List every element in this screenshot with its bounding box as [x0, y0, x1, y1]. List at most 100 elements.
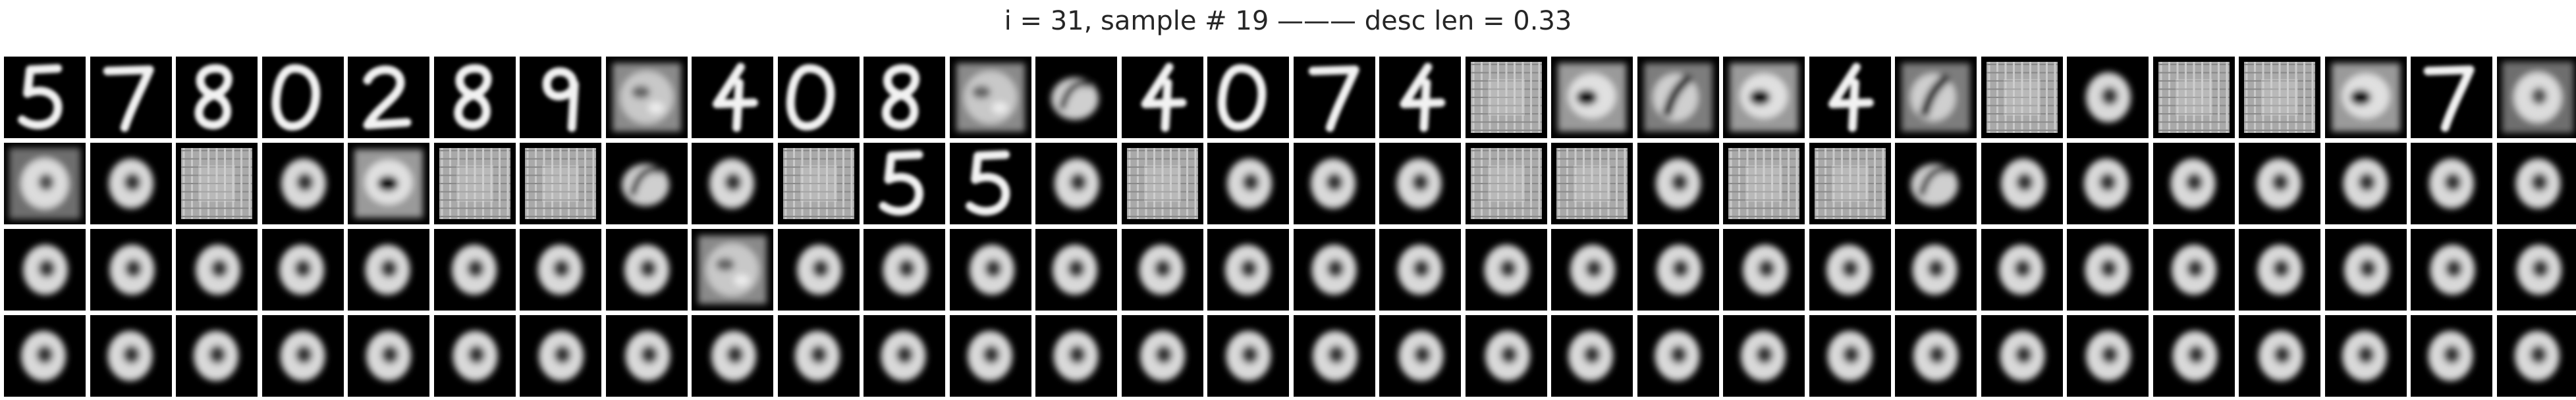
sample-tile — [1637, 229, 1719, 311]
sample-tile — [2153, 315, 2235, 397]
sample-tile — [1637, 143, 1719, 224]
sample-tile — [2325, 315, 2407, 397]
sample-tile — [90, 143, 172, 224]
sample-tile — [1809, 57, 1891, 138]
sample-tile — [2067, 229, 2149, 311]
sample-tile — [434, 315, 516, 397]
sample-tile — [2497, 315, 2576, 397]
sample-tile — [692, 229, 773, 311]
sample-tile — [1981, 229, 2063, 311]
sample-tile — [1294, 143, 1375, 224]
sample-tile — [1207, 315, 1289, 397]
sample-tile — [2325, 57, 2407, 138]
sample-tile — [1809, 315, 1891, 397]
sample-tile — [348, 57, 429, 138]
sample-tile — [1895, 143, 1977, 224]
sample-tile — [1294, 57, 1375, 138]
sample-tile — [2239, 229, 2320, 311]
sample-tile — [2067, 143, 2149, 224]
sample-tile — [692, 315, 773, 397]
sample-tile — [1122, 57, 1203, 138]
sample-tile — [1551, 57, 1633, 138]
figure-title: i = 31, sample # 19 ——— desc len = 0.33 — [1004, 6, 1572, 36]
sample-tile — [778, 143, 860, 224]
sample-tile — [1294, 315, 1375, 397]
sample-tile — [176, 143, 258, 224]
sample-tile — [778, 57, 860, 138]
sample-tile — [1466, 315, 1547, 397]
sample-tile — [2497, 143, 2576, 224]
sample-tile — [2411, 57, 2492, 138]
sample-tile — [520, 229, 601, 311]
sample-tile — [863, 315, 945, 397]
sample-tile — [2325, 229, 2407, 311]
sample-tile — [606, 57, 688, 138]
sample-tile — [2411, 315, 2492, 397]
sample-tile — [692, 143, 773, 224]
sample-tile — [1122, 229, 1203, 311]
sample-tile — [1035, 229, 1117, 311]
sample-tile — [4, 229, 86, 311]
sample-tile — [348, 143, 429, 224]
sample-tile — [950, 315, 1031, 397]
sample-tile — [950, 229, 1031, 311]
sample-tile — [950, 57, 1031, 138]
sample-tile — [1637, 57, 1719, 138]
sample-tile — [520, 315, 601, 397]
sample-tile — [348, 229, 429, 311]
sample-tile — [1466, 57, 1547, 138]
sample-tile — [176, 315, 258, 397]
sample-tile — [348, 315, 429, 397]
sample-tile — [1809, 229, 1891, 311]
sample-tile — [1895, 229, 1977, 311]
sample-tile — [1723, 229, 1805, 311]
sample-tile — [778, 229, 860, 311]
sample-tile — [1379, 229, 1461, 311]
sample-tile — [2067, 315, 2149, 397]
sample-tile — [1809, 143, 1891, 224]
sample-tile — [1466, 229, 1547, 311]
sample-tile — [1723, 315, 1805, 397]
sample-tile — [1895, 315, 1977, 397]
sample-tile — [1207, 229, 1289, 311]
sample-tile — [1637, 315, 1719, 397]
sample-tile — [1122, 143, 1203, 224]
sample-tile — [1723, 143, 1805, 224]
sample-tile — [1551, 143, 1633, 224]
sample-tile — [90, 315, 172, 397]
sample-tile — [1294, 229, 1375, 311]
sample-tile — [1981, 143, 2063, 224]
sample-tile — [1207, 143, 1289, 224]
sample-tile — [1379, 315, 1461, 397]
sample-tile — [692, 57, 773, 138]
sample-tile — [2497, 57, 2576, 138]
sample-tile — [176, 57, 258, 138]
sample-tile — [1122, 315, 1203, 397]
sample-tile — [434, 57, 516, 138]
sample-tile — [262, 57, 344, 138]
sample-tile — [262, 143, 344, 224]
sample-tile — [1551, 229, 1633, 311]
sample-tile — [2325, 143, 2407, 224]
sample-tile — [863, 57, 945, 138]
sample-tile — [1466, 143, 1547, 224]
sample-tile — [1207, 57, 1289, 138]
sample-tile — [176, 229, 258, 311]
sample-tile — [4, 315, 86, 397]
sample-tile — [2067, 57, 2149, 138]
sample-tile — [4, 143, 86, 224]
sample-tile — [1895, 57, 1977, 138]
sample-tile — [1723, 57, 1805, 138]
sample-tile — [434, 143, 516, 224]
sample-tile — [1035, 315, 1117, 397]
sample-tile — [520, 143, 601, 224]
sample-tile — [1035, 57, 1117, 138]
sample-tile — [520, 57, 601, 138]
sample-tile — [2411, 143, 2492, 224]
sample-tile — [2153, 57, 2235, 138]
sample-tile — [2239, 57, 2320, 138]
sample-tile — [90, 57, 172, 138]
sample-tile — [2153, 229, 2235, 311]
sample-tile — [2239, 143, 2320, 224]
